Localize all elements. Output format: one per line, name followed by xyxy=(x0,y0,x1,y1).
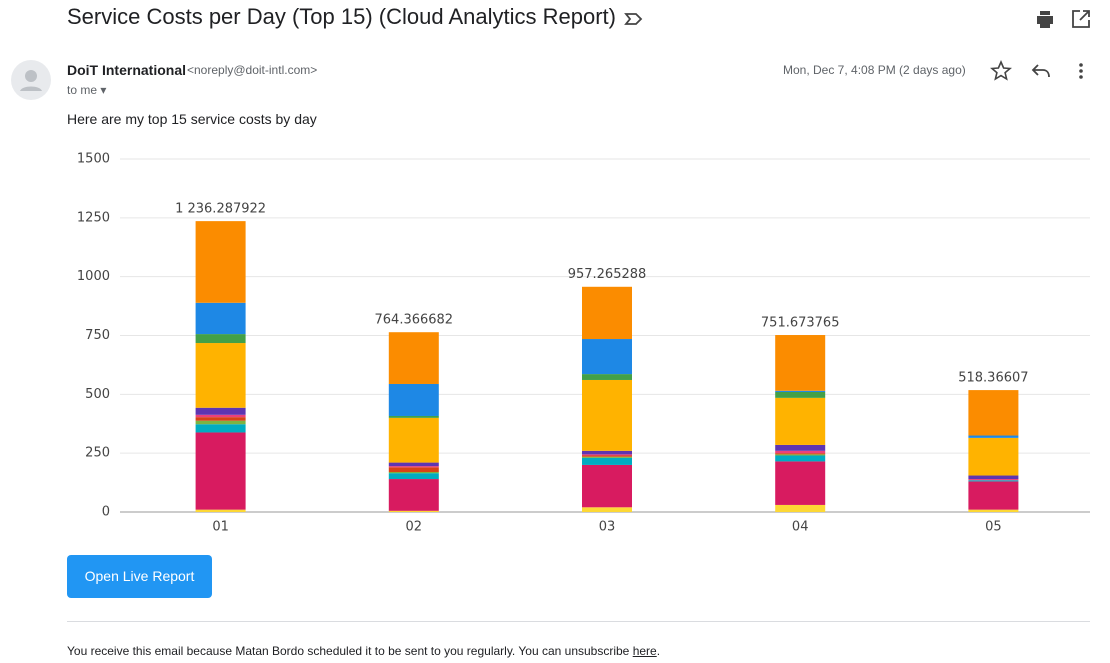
bar-segment xyxy=(388,417,439,463)
bar-segment xyxy=(775,504,826,512)
bar-segment xyxy=(968,479,1019,481)
x-tick-label: 02 xyxy=(406,520,423,535)
divider xyxy=(67,621,1090,622)
bar-segment xyxy=(968,509,1019,512)
bar-segment xyxy=(775,335,826,391)
bar-segment xyxy=(388,479,439,511)
bar-segment xyxy=(582,464,632,508)
bar-segment xyxy=(775,391,826,398)
bar-segment xyxy=(195,334,246,344)
more-icon[interactable] xyxy=(1070,60,1092,82)
bar-segment xyxy=(388,473,439,480)
chart: 0 250 500 750 1000 1250 1500 01 1 236.287922 02 76… xyxy=(77,152,1090,535)
intro-text: Here are my top 15 service costs by day xyxy=(67,111,317,127)
bar-segment xyxy=(195,432,246,510)
bar-segment xyxy=(582,455,632,457)
bar-segment xyxy=(968,435,1019,438)
y-tick-label: 500 xyxy=(85,387,110,402)
bar-segment xyxy=(968,437,1019,476)
open-new-icon[interactable] xyxy=(1070,8,1092,30)
bar-segment xyxy=(582,457,632,465)
open-report-button[interactable]: Open Live Report xyxy=(67,555,212,598)
bar-segment xyxy=(582,374,632,380)
date: Mon, Dec 7, 4:08 PM (2 days ago) xyxy=(783,63,966,77)
print-icon[interactable] xyxy=(1034,8,1056,30)
bar-segment xyxy=(775,450,826,454)
bar-segment xyxy=(582,507,632,512)
bar-segment xyxy=(388,466,439,468)
bar-segment xyxy=(582,339,632,375)
bar-segment xyxy=(195,302,246,335)
total-label: 751.673765 xyxy=(761,316,840,331)
bar-segment xyxy=(195,424,246,433)
reply-icon[interactable] xyxy=(1030,60,1052,82)
bar-segment xyxy=(388,471,439,474)
bar-segment xyxy=(582,454,632,456)
total-label: 957.265288 xyxy=(568,267,647,282)
total-label: 764.366682 xyxy=(375,313,454,328)
bar-segment xyxy=(968,390,1019,436)
x-tick-label: 01 xyxy=(212,520,229,535)
total-label: 1 236.287922 xyxy=(175,202,266,217)
x-tick-label: 05 xyxy=(985,520,1002,535)
recipient[interactable]: to me ▾ xyxy=(67,83,107,97)
y-tick-label: 250 xyxy=(85,446,110,461)
bar-segment xyxy=(775,461,826,505)
avatar xyxy=(11,60,51,100)
y-tick-label: 0 xyxy=(102,505,110,520)
recipient-text: to me xyxy=(67,83,98,97)
bar-segment xyxy=(775,390,826,392)
bar-segment xyxy=(968,475,1019,480)
bar-segment xyxy=(775,397,826,445)
y-tick-label: 1250 xyxy=(77,210,110,225)
x-tick-label: 03 xyxy=(599,520,616,535)
bar-segment xyxy=(775,455,826,462)
bar-segment xyxy=(195,420,246,425)
footer: You receive this email because Matan Bor… xyxy=(67,644,660,658)
bar-segment xyxy=(775,444,826,451)
bar-segment xyxy=(195,343,246,408)
y-tick-label: 750 xyxy=(85,328,110,343)
bar-segment xyxy=(195,414,246,418)
bar-segment xyxy=(582,456,632,458)
sender-email: <noreply@doit-intl.com> xyxy=(187,63,318,77)
bar-segment xyxy=(388,462,439,467)
bar-segment xyxy=(195,509,246,512)
y-tick-label: 1000 xyxy=(77,269,110,284)
bar-segment xyxy=(968,481,1019,510)
bar-segment xyxy=(582,450,632,455)
x-tick-label: 04 xyxy=(792,520,809,535)
footer-text: You receive this email because Matan Bor… xyxy=(67,644,633,658)
bar-segment xyxy=(388,383,439,416)
footer-end: . xyxy=(656,644,661,658)
bar-segment xyxy=(195,417,246,421)
bar-segment xyxy=(388,467,439,472)
subject: Service Costs per Day (Top 15) (Cloud An… xyxy=(67,4,616,29)
bar-segment xyxy=(582,379,632,451)
bar-segment xyxy=(388,510,439,512)
total-label: 518.36607 xyxy=(958,371,1028,386)
bar-segment xyxy=(968,480,1019,482)
bar-segment xyxy=(775,453,826,455)
bar-segment xyxy=(388,415,439,418)
bar-segment xyxy=(582,286,632,340)
bar-segment xyxy=(388,332,439,384)
bar-segment xyxy=(775,454,826,456)
label-icon[interactable] xyxy=(622,8,644,30)
bar-segment xyxy=(195,221,246,303)
sender-name: DoiT International xyxy=(67,62,186,78)
bar-segment xyxy=(195,407,246,415)
unsubscribe-link[interactable]: here xyxy=(632,644,657,658)
star-icon[interactable] xyxy=(990,60,1012,82)
y-tick-label: 1500 xyxy=(77,152,110,167)
